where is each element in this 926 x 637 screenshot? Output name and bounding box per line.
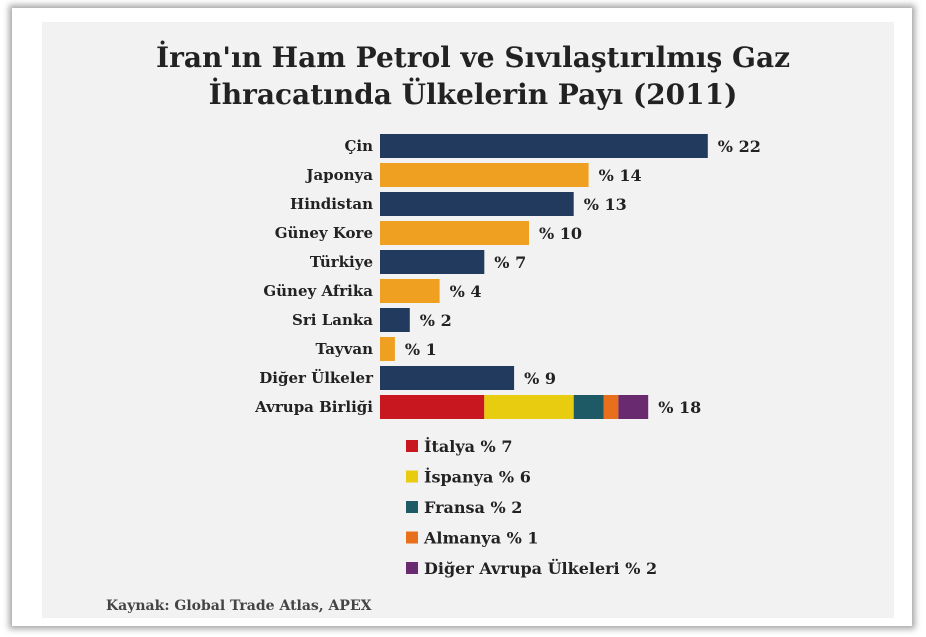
category-label-guney-kore: Güney Kore: [275, 224, 373, 242]
value-label-diger-ulkeler: % 9: [524, 369, 556, 388]
category-label-japonya: Japonya: [304, 166, 373, 184]
value-label-hindistan: % 13: [584, 195, 627, 214]
bar-cin: [380, 134, 708, 158]
category-label-turkiye: Türkiye: [310, 253, 373, 271]
category-label-sri-lanka: Sri Lanka: [292, 311, 373, 329]
value-label-guney-afrika: % 4: [450, 282, 482, 301]
legend-swatch-almanya: [406, 531, 418, 544]
legend-swatch-diger-avrupa-ulkeleri: [406, 562, 418, 574]
bar-guney-afrika: [380, 279, 440, 303]
bar-hindistan: [380, 192, 574, 216]
bar-sri-lanka: [380, 308, 410, 332]
category-label-tayvan: Tayvan: [315, 340, 373, 358]
bar-japonya: [380, 163, 589, 187]
category-label-avrupa-birligi: Avrupa Birliği: [254, 398, 373, 416]
category-label-hindistan: Hindistan: [290, 195, 373, 213]
category-label-cin: Çin: [344, 137, 373, 155]
bar-segment-fransa: [573, 395, 604, 419]
legend-label-fransa: Fransa % 2: [424, 498, 522, 517]
bar-segment-diger-avrupa-ulkeleri: [618, 395, 649, 419]
bar-chart: İran'ın Ham Petrol ve Sıvılaştırılmış Ga…: [106, 40, 790, 614]
value-label-turkiye: % 7: [494, 253, 526, 272]
bar-turkiye: [380, 250, 485, 274]
chart-title-line-1: İran'ın Ham Petrol ve Sıvılaştırılmış Ga…: [156, 40, 790, 74]
category-label-diger-ulkeler: Diğer Ülkeler: [259, 368, 374, 387]
value-label-avrupa-birligi: % 18: [658, 398, 701, 417]
legend-swatch-ispanya: [406, 470, 418, 483]
source-note: Kaynak: Global Trade Atlas, APEX: [106, 598, 372, 614]
chart-title: İran'ın Ham Petrol ve Sıvılaştırılmış Ga…: [156, 40, 790, 111]
value-label-guney-kore: % 10: [539, 224, 582, 243]
bar-segment-almanya: [603, 395, 619, 419]
bars: Çin % 22 Japonya % 14 Hindistan % 13 Güney Kor…: [254, 134, 761, 419]
value-label-tayvan: % 1: [405, 340, 437, 359]
legend-label-italya: İtalya % 7: [424, 436, 512, 456]
bar-segment-italya: [380, 395, 485, 419]
bar-segment-ispanya: [484, 395, 574, 419]
legend: İtalya % 7 İspanya % 6 Fransa % 2 Almanya %…: [406, 436, 657, 578]
value-label-japonya: % 14: [599, 166, 642, 185]
category-label-guney-afrika: Güney Afrika: [263, 282, 373, 300]
legend-label-ispanya: İspanya % 6: [424, 467, 531, 487]
value-label-sri-lanka: % 2: [420, 311, 452, 330]
value-label-cin: % 22: [718, 137, 761, 156]
legend-swatch-italya: [406, 440, 418, 452]
chart-frame: İran'ın Ham Petrol ve Sıvılaştırılmış Ga…: [12, 8, 912, 626]
bar-diger-ulkeler: [380, 366, 515, 390]
bar-guney-kore: [380, 221, 529, 245]
legend-label-diger-avrupa-ulkeleri: Diğer Avrupa Ülkeleri % 2: [424, 558, 657, 578]
legend-label-almanya: Almanya % 1: [423, 529, 539, 548]
chart-panel: İran'ın Ham Petrol ve Sıvılaştırılmış Ga…: [42, 22, 894, 618]
legend-swatch-fransa: [406, 501, 418, 513]
bar-tayvan: [380, 337, 395, 361]
chart-title-line-2: İhracatında Ülkelerin Payı (2011): [209, 77, 738, 111]
